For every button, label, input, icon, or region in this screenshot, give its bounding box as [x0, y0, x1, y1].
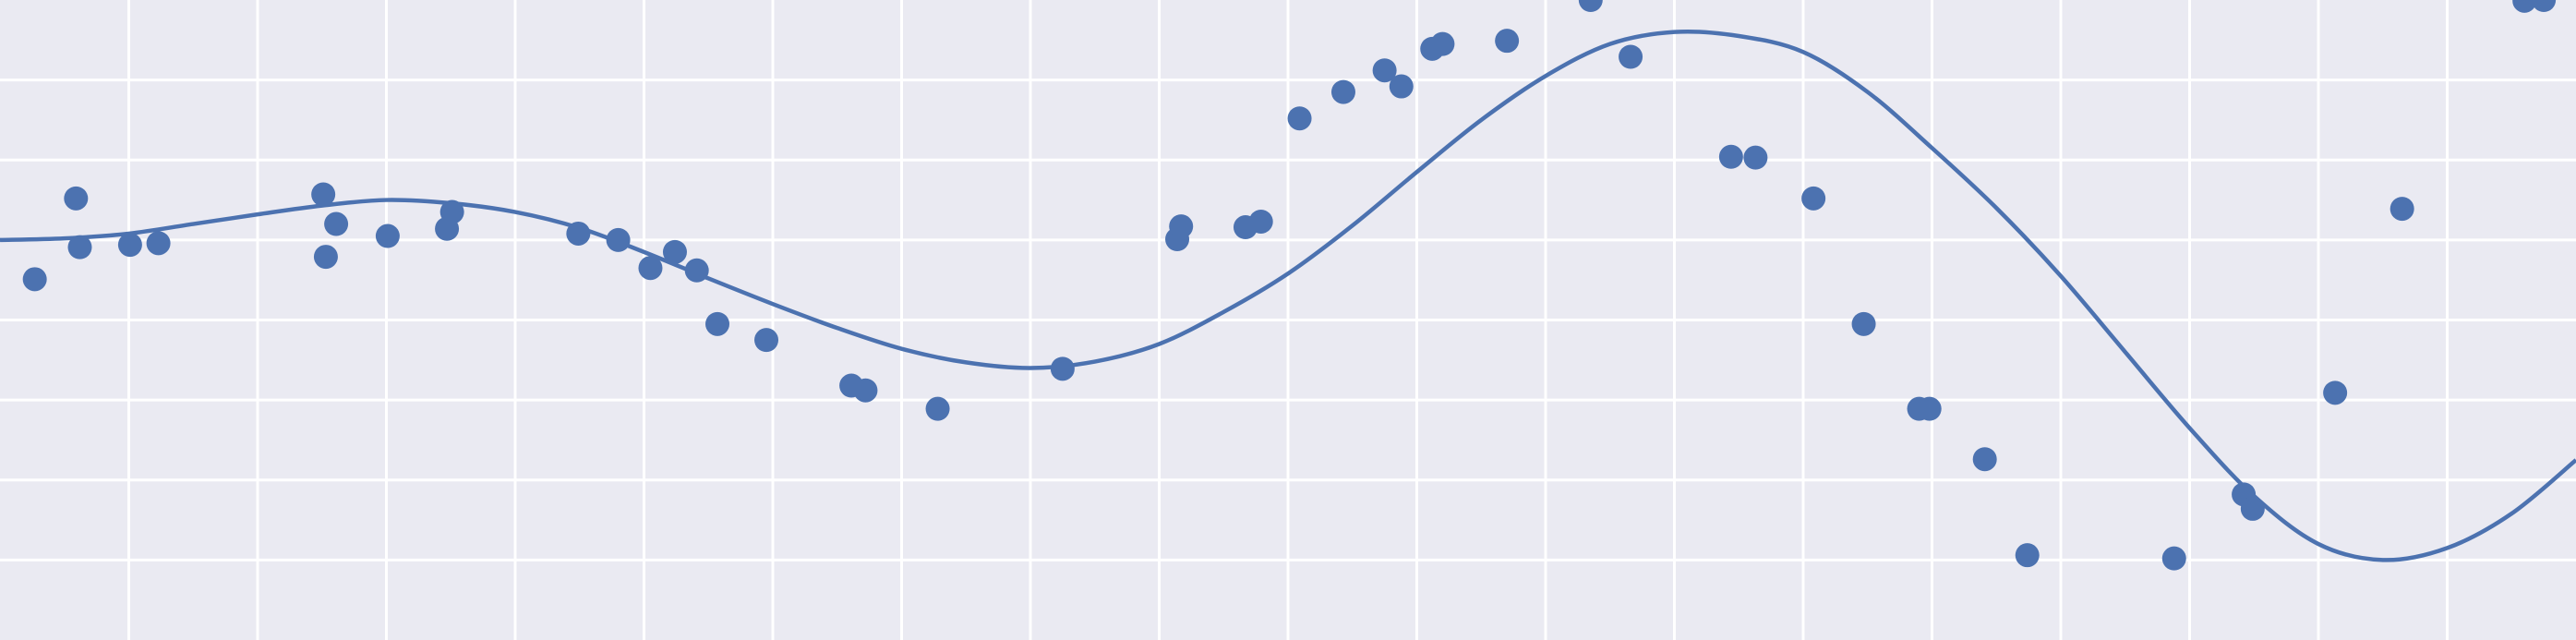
- data-point: [2532, 0, 2557, 12]
- data-point: [311, 182, 336, 207]
- data-point: [853, 378, 878, 403]
- data-point: [64, 186, 89, 211]
- data-point: [22, 267, 47, 292]
- data-point: [1389, 74, 1414, 99]
- data-point: [1718, 144, 1743, 169]
- data-series: [0, 0, 2576, 571]
- data-point: [439, 199, 464, 224]
- data-point: [1287, 106, 1312, 131]
- data-point: [2240, 496, 2265, 521]
- data-point: [2323, 380, 2348, 405]
- data-point: [375, 223, 400, 248]
- data-point: [2389, 197, 2414, 222]
- data-point: [1169, 214, 1194, 239]
- data-point: [2512, 0, 2537, 13]
- data-point: [2161, 546, 2186, 571]
- data-point: [1851, 311, 1876, 336]
- data-point: [1430, 31, 1455, 56]
- data-point: [1330, 79, 1355, 104]
- data-point: [662, 239, 687, 264]
- data-point: [1743, 145, 1768, 170]
- data-point: [2015, 543, 2040, 568]
- data-point: [1801, 186, 1826, 211]
- data-point: [705, 311, 730, 336]
- data-point: [606, 227, 631, 252]
- data-point: [1495, 29, 1520, 54]
- data-point: [1972, 447, 1997, 472]
- data-point: [754, 328, 779, 353]
- data-point: [925, 396, 950, 421]
- data-point: [324, 211, 349, 236]
- data-point: [566, 221, 591, 246]
- data-point: [684, 258, 709, 283]
- data-point: [146, 231, 171, 256]
- data-point: [1578, 0, 1603, 12]
- data-point: [1619, 44, 1643, 69]
- data-point: [1050, 356, 1075, 381]
- data-point: [313, 245, 338, 270]
- data-point: [1248, 209, 1273, 234]
- data-point: [1372, 58, 1397, 83]
- data-point: [67, 235, 92, 260]
- data-point: [638, 256, 663, 281]
- data-point: [117, 233, 142, 258]
- data-point: [1917, 396, 1942, 421]
